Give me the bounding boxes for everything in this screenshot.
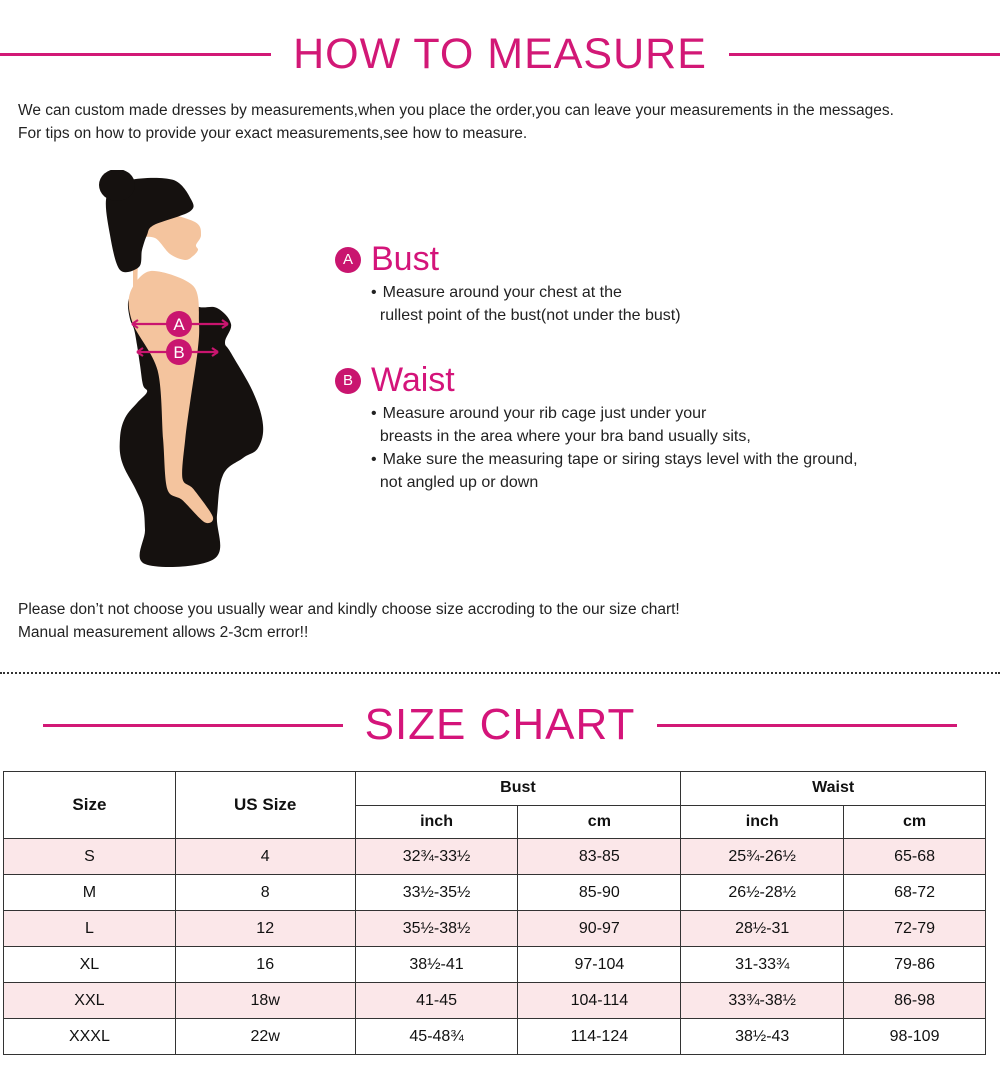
svg-text:B: B bbox=[173, 343, 184, 362]
svg-text:A: A bbox=[173, 315, 185, 334]
